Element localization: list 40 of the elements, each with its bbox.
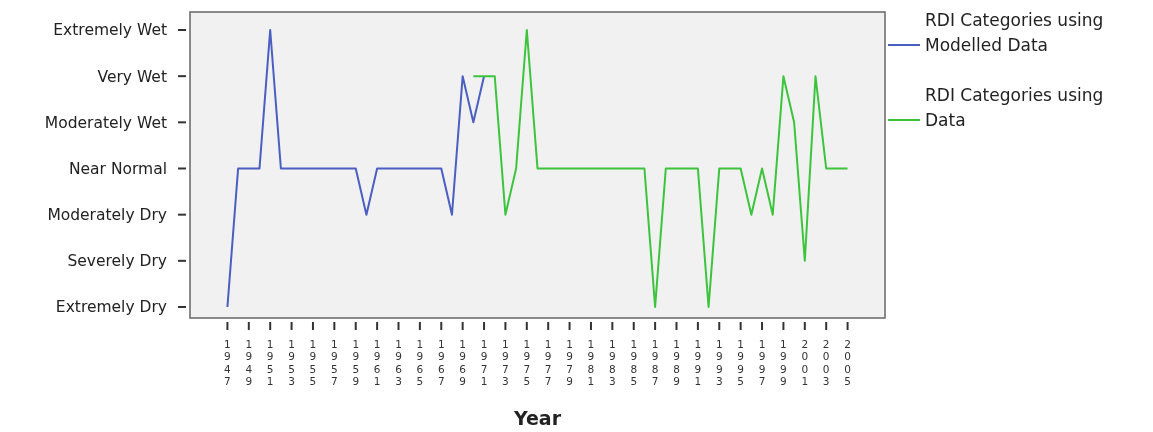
x-tick-label: 1 9 4 9: [245, 338, 253, 387]
x-tick-label: 1 9 7 7: [544, 338, 552, 387]
x-tick-label: 1 9 7 9: [566, 338, 573, 387]
x-tick-label: 1 9 6 9: [459, 338, 467, 387]
x-tick-label: 1 9 5 3: [288, 338, 295, 387]
x-tick-label: 1 9 9 5: [737, 338, 744, 387]
x-axis-title: Year: [512, 407, 562, 429]
x-tick-label: 1 9 8 9: [673, 338, 680, 387]
x-tick-label: 1 9 8 7: [651, 338, 659, 387]
x-tick-label: 1 9 9 1: [694, 338, 702, 387]
x-tick-label: 1 9 5 5: [309, 338, 317, 387]
text: RDI Categories using Data: [925, 84, 1104, 130]
text: Severely Dry: [67, 252, 167, 271]
text: Near Normal: [68, 159, 167, 178]
x-tick-label: 1 9 8 3: [609, 338, 616, 387]
x-tick-label: 1 9 5 7: [331, 338, 338, 387]
x-tick-label: 1 9 4 7: [224, 338, 232, 387]
x-tick-label: 1 9 8 1: [587, 338, 595, 387]
x-tick-label: 1 9 6 3: [395, 338, 403, 387]
text: Very Wet: [97, 67, 167, 86]
text: Extremely Dry: [55, 298, 167, 317]
text: Moderately Wet: [44, 113, 167, 132]
x-tick-label: 1 9 6 7: [437, 338, 445, 387]
text: RDI Categories using Modelled Data: [925, 9, 1104, 55]
text: Extremely Wet: [53, 21, 167, 40]
x-tick-label: 1 9 8 5: [630, 338, 638, 387]
x-tick-label: 1 9 6 1: [373, 338, 381, 387]
text: Moderately Dry: [47, 206, 167, 225]
x-tick-label: 1 9 5 1: [266, 338, 274, 387]
x-tick-label: 1 9 7 3: [502, 338, 509, 387]
x-tick-label: 1 9 9 7: [758, 338, 766, 387]
x-tick-label: 2 0 0 5: [844, 338, 851, 387]
x-tick-label: 1 9 6 5: [416, 338, 424, 387]
x-tick-label: 2 0 0 3: [822, 338, 830, 387]
x-tick-label: 1 9 5 9: [352, 338, 360, 387]
x-tick-label: 1 9 9 9: [780, 338, 787, 387]
x-tick-label: 1 9 7 5: [523, 338, 531, 387]
x-tick-label: 1 9 7 1: [480, 338, 488, 387]
x-tick-label: 1 9 9 3: [715, 338, 723, 387]
x-tick-label: 2 0 0 1: [801, 338, 809, 387]
